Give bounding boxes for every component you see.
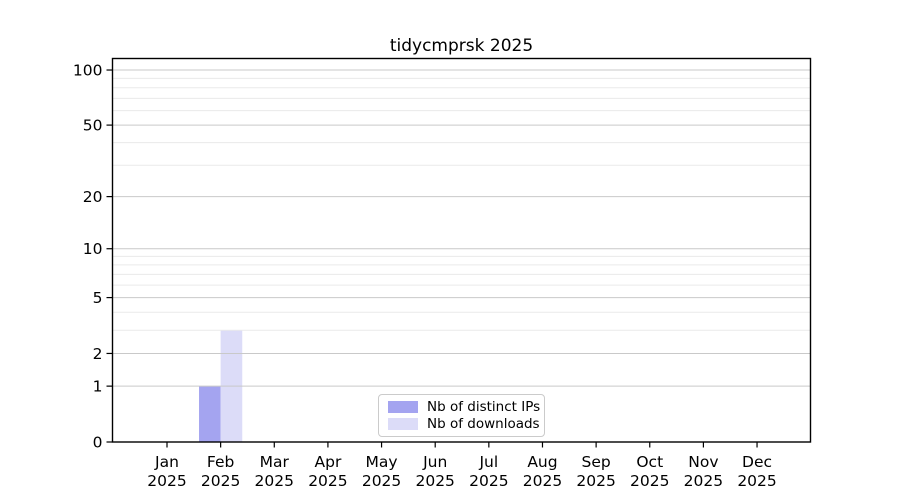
x-tick-label-month: Jul [478, 453, 498, 471]
legend-swatch-distinct-ips [388, 401, 418, 414]
chart-title: tidycmprsk 2025 [389, 36, 534, 56]
x-tick-label-month: Oct [636, 453, 663, 471]
x-tick-label-year: 2025 [147, 472, 186, 490]
y-tick-label: 5 [93, 289, 103, 307]
y-tick-label: 0 [93, 434, 103, 452]
x-tick-label-month: Jan [154, 453, 179, 471]
x-tick-label-year: 2025 [469, 472, 508, 490]
x-tick-label-year: 2025 [523, 472, 562, 490]
x-tick-label-month: Aug [527, 453, 557, 471]
x-tick-label-year: 2025 [308, 472, 347, 490]
legend-swatch-downloads [388, 417, 418, 430]
x-tick-label-year: 2025 [362, 472, 401, 490]
x-tick-label-year: 2025 [415, 472, 454, 490]
legend-label-downloads: Nb of downloads [427, 415, 540, 432]
y-tick-label: 2 [93, 345, 103, 363]
y-tick-label: 20 [83, 188, 103, 206]
bar-nb-of-distinct-ips [199, 386, 221, 442]
x-tick-label-month: Feb [207, 453, 234, 471]
y-tick-label: 50 [83, 117, 103, 135]
x-tick-label-year: 2025 [255, 472, 294, 490]
x-tick-label-month: Dec [742, 453, 772, 471]
x-tick-label-year: 2025 [684, 472, 723, 490]
x-tick-label-month: Mar [260, 453, 290, 471]
axis-frame [111, 57, 812, 443]
x-tick-label-month: Apr [315, 453, 342, 471]
legend-item-distinct-ips: Nb of distinct IPs [388, 399, 540, 415]
x-tick-label-month: Nov [688, 453, 718, 471]
x-tick-label-year: 2025 [576, 472, 615, 490]
legend-item-downloads: Nb of downloads [388, 416, 540, 432]
x-tick-label-month: Sep [582, 453, 611, 471]
y-tick-label: 1 [93, 378, 103, 396]
x-tick-label-year: 2025 [630, 472, 669, 490]
y-tick-label: 10 [83, 240, 103, 258]
y-tick-label: 100 [73, 62, 103, 80]
x-tick-label-year: 2025 [201, 472, 240, 490]
legend: Nb of distinct IPs Nb of downloads [378, 394, 545, 437]
x-tick-label-year: 2025 [737, 472, 776, 490]
legend-label-distinct-ips: Nb of distinct IPs [427, 399, 541, 416]
x-tick-label-month: May [366, 453, 398, 471]
x-tick-label-month: Jun [422, 453, 447, 471]
